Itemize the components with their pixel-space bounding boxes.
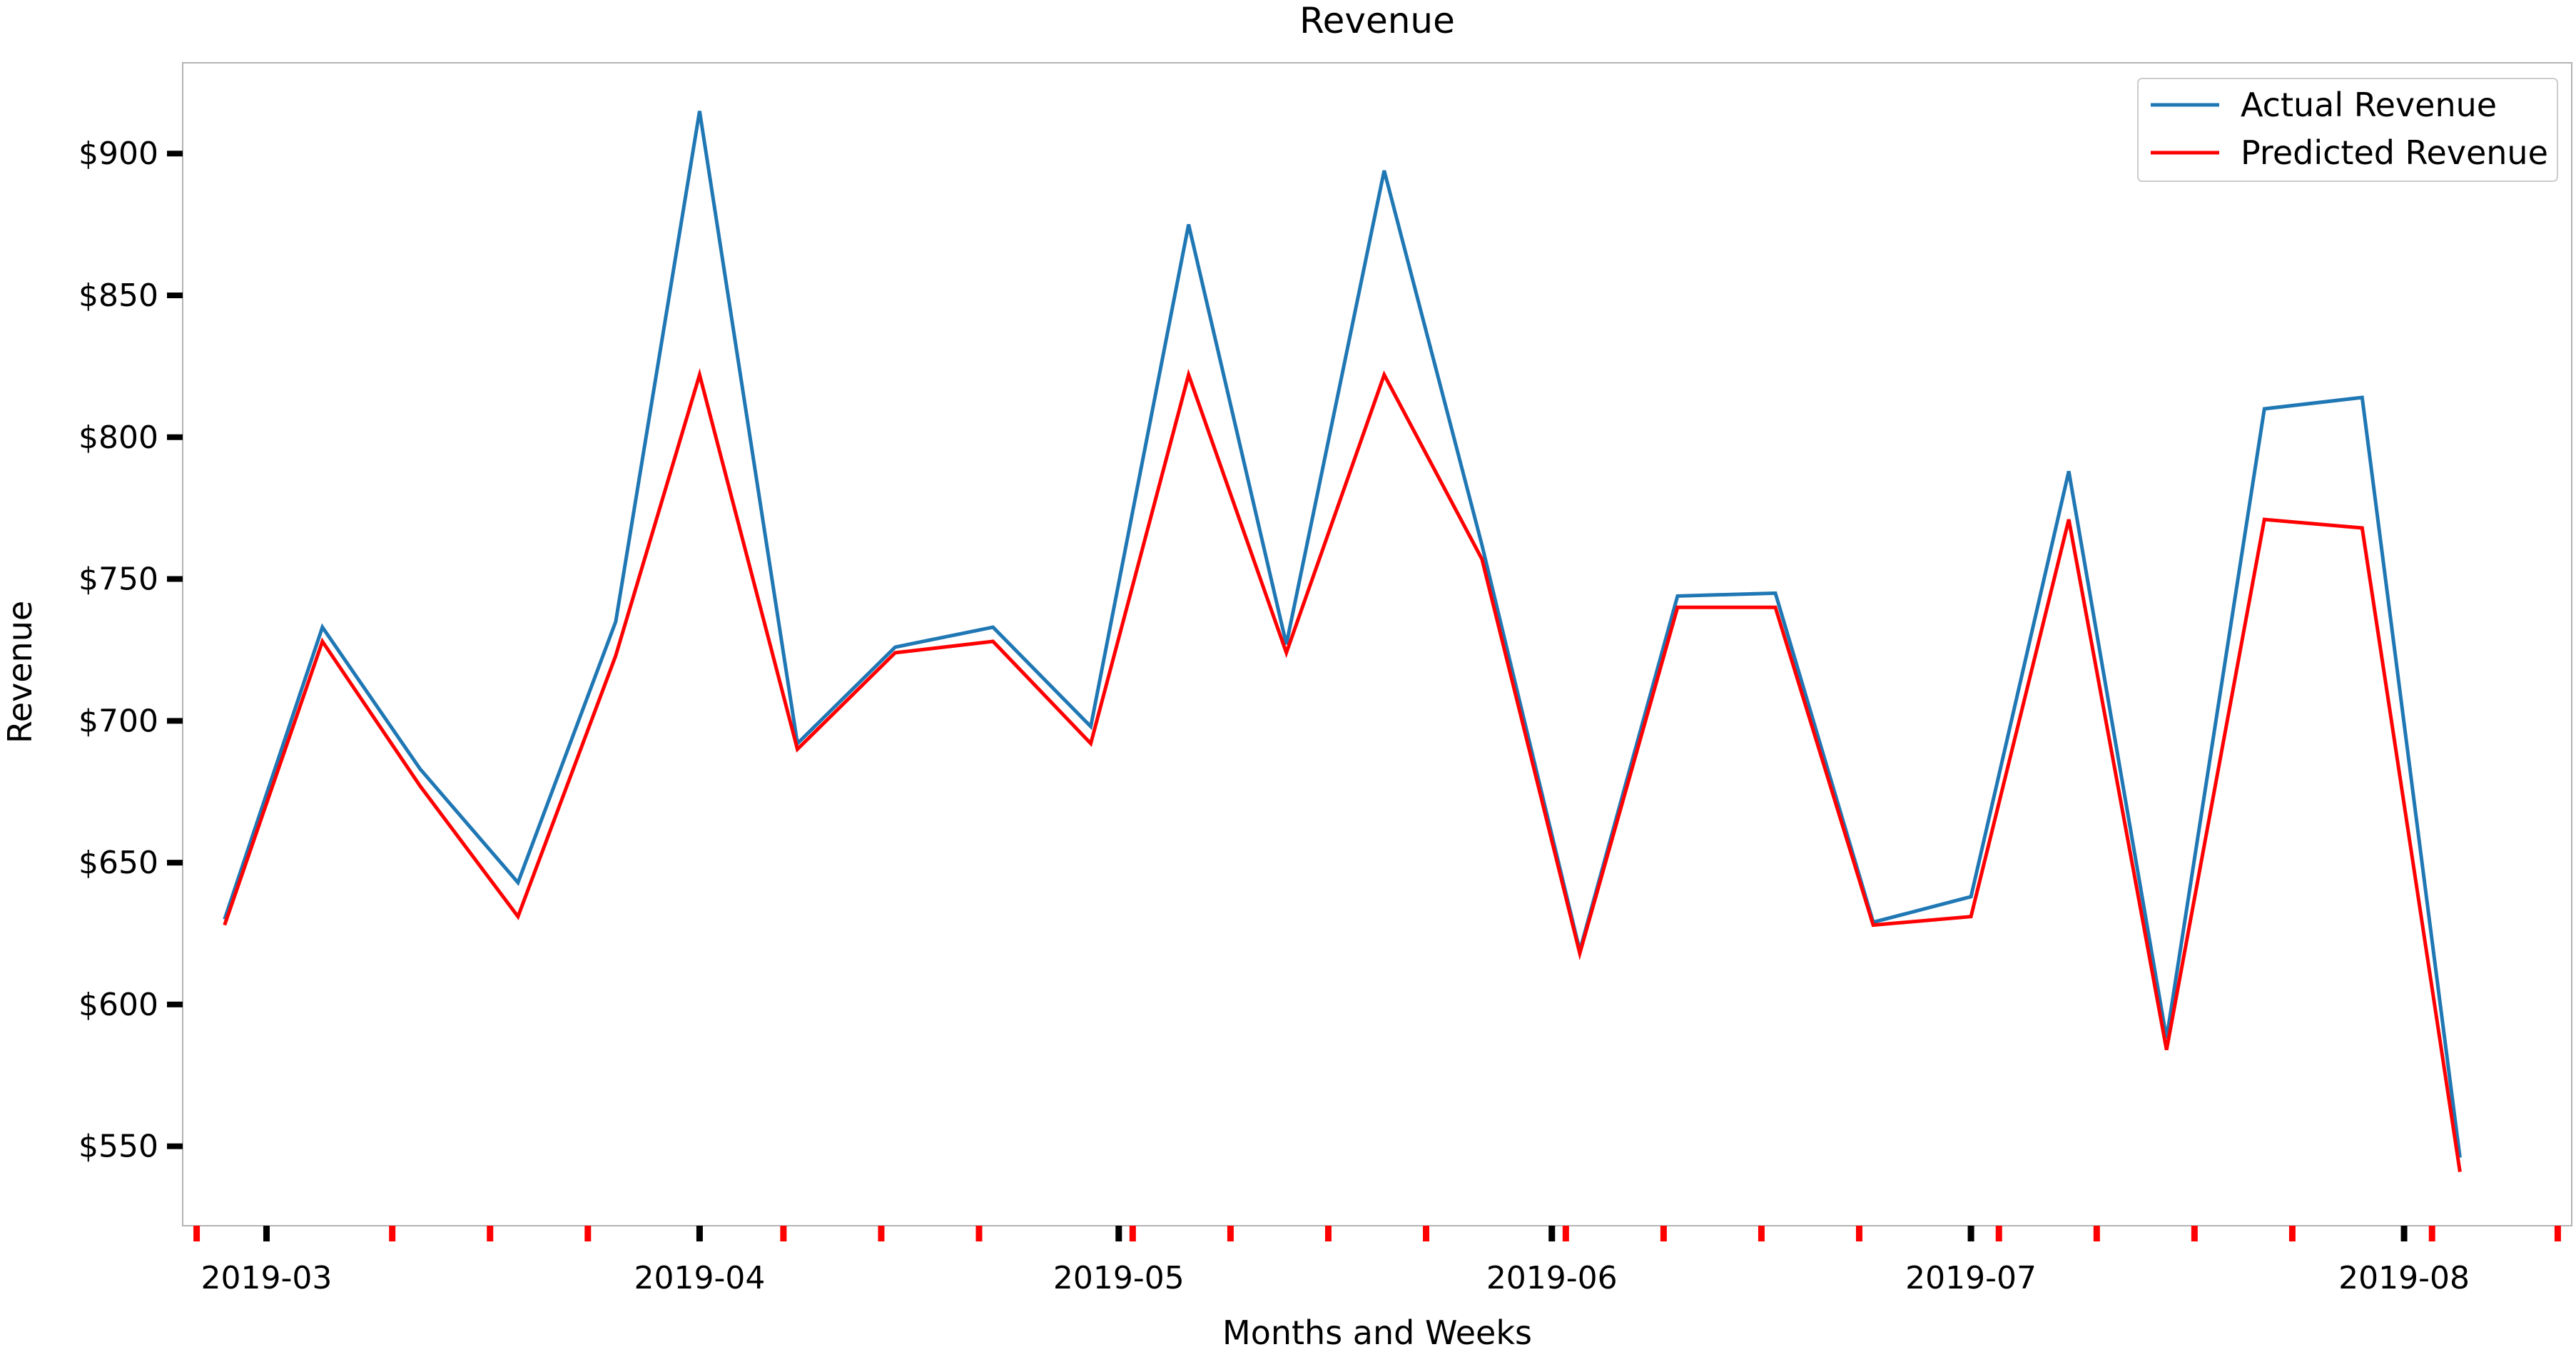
legend-label-predicted: Predicted Revenue: [2241, 133, 2548, 172]
x-month-tick-label: 2019-03: [201, 1260, 333, 1296]
x-axis-week-ticks: [193, 1226, 2561, 1241]
y-tick-label: $800: [78, 420, 158, 456]
y-axis-ticks: $550 $600 $650 $700 $750 $800 $850 $900: [78, 136, 183, 1165]
plot-area-frame: [182, 62, 2572, 1226]
y-tick-label: $850: [78, 278, 158, 314]
x-month-tick-label: 2019-06: [1486, 1260, 1618, 1296]
y-tick-label: $900: [78, 136, 158, 172]
y-axis-label: Revenue: [1, 601, 39, 743]
y-tick-label: $700: [78, 703, 158, 739]
x-month-tick-label: 2019-04: [634, 1260, 765, 1296]
legend-label-actual: Actual Revenue: [2241, 86, 2497, 124]
x-month-tick-label: 2019-07: [1905, 1260, 2037, 1296]
y-tick-label: $550: [78, 1129, 158, 1165]
x-axis-month-ticks: 2019-03 2019-04 2019-05 2019-06 2019-07 2019-…: [201, 1226, 2470, 1296]
x-month-tick-label: 2019-08: [2338, 1260, 2470, 1296]
x-axis-label: Months and Weeks: [1222, 1313, 1532, 1352]
x-month-tick-label: 2019-05: [1053, 1260, 1185, 1296]
series-line-actual: [223, 111, 2462, 1158]
chart-title: Revenue: [1299, 0, 1455, 41]
legend: Actual Revenue Predicted Revenue: [2137, 78, 2558, 182]
series-line-predicted: [223, 368, 2462, 1172]
legend-box: [2137, 78, 2558, 182]
y-tick-label: $650: [78, 845, 158, 881]
series-lines: [223, 111, 2462, 1172]
y-tick-label: $600: [78, 987, 158, 1023]
y-tick-label: $750: [78, 561, 158, 598]
